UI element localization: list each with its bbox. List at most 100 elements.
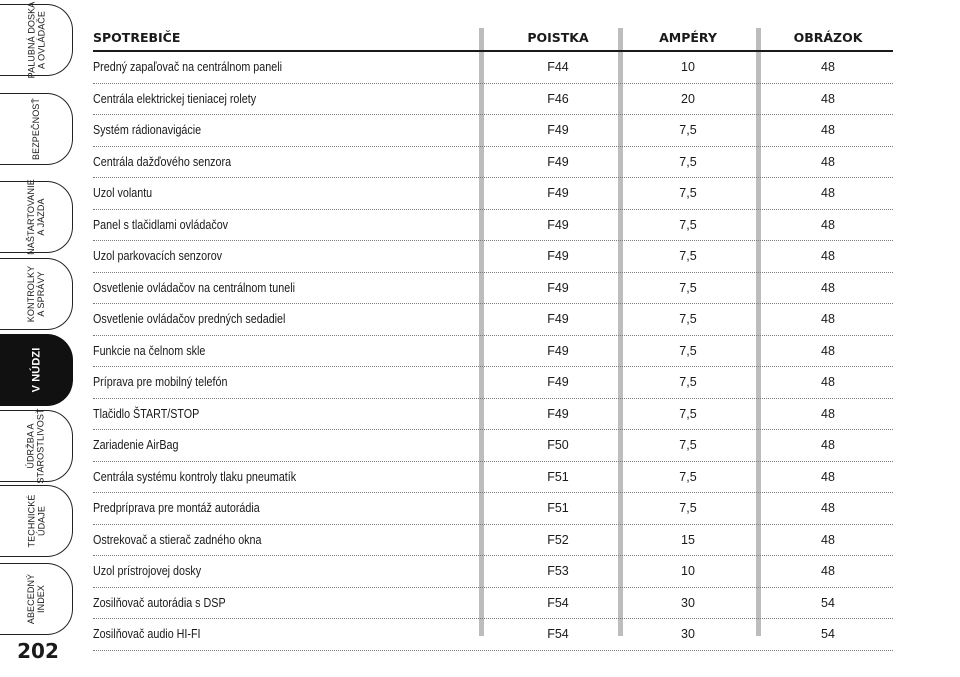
- figure-number: 48: [821, 60, 835, 74]
- chapter-tab-4[interactable]: KONTROLKY A SPRÁVY: [0, 258, 73, 330]
- table-row: Funkcie na čelnom skle F49 7,5 48: [93, 336, 893, 367]
- figure-number: 48: [821, 123, 835, 137]
- fuse-code: F49: [547, 406, 569, 421]
- chapter-tab-label: BEZPEČNOSŤ: [30, 97, 41, 161]
- column-separator: [618, 28, 623, 636]
- figure-number: 54: [821, 595, 835, 610]
- figure-number: 48: [821, 438, 835, 452]
- chapter-sidebar: PALUBNÁ DOSKA A OVLÁDAČE BEZPEČNOSŤ NAŠTAR…: [0, 0, 76, 663]
- consumer-name: Osvetlenie ovládačov predných sedadiel: [93, 312, 286, 326]
- fuse-code: F53: [547, 564, 569, 578]
- figure-number: 48: [821, 312, 835, 326]
- ampere-value: 30: [681, 627, 695, 641]
- fuse-code: F49: [547, 280, 569, 295]
- ampere-value: 7,5: [679, 343, 697, 358]
- fuse-code: F54: [547, 595, 569, 610]
- chapter-tab-7[interactable]: TECHNICKÉ ÚDAJE: [0, 485, 73, 557]
- consumer-name: Funkcie na čelnom skle: [93, 343, 206, 358]
- ampere-value: 20: [681, 91, 695, 106]
- chapter-tab-8[interactable]: ABECEDNÝ INDEX: [0, 563, 73, 635]
- fuse-code: F49: [547, 343, 569, 358]
- table-row: Osvetlenie ovládačov na centrálnom tunel…: [93, 273, 893, 304]
- column-separator: [479, 28, 484, 636]
- ampere-value: 10: [681, 60, 695, 74]
- chapter-tab-1[interactable]: PALUBNÁ DOSKA A OVLÁDAČE: [0, 1, 73, 79]
- fuse-code: F51: [547, 501, 569, 515]
- table-row: Centrála systému kontroly tlaku pneumatí…: [93, 462, 893, 493]
- ampere-value: 7,5: [679, 501, 697, 515]
- fuse-code: F44: [547, 60, 569, 74]
- fuse-code: F49: [547, 249, 569, 263]
- ampere-value: 7,5: [679, 469, 697, 484]
- figure-number: 48: [821, 280, 835, 295]
- table-row: Zosilňovač audio HI-FI F54 30 54: [93, 619, 893, 651]
- chapter-tab-label: PALUBNÁ DOSKA A OVLÁDAČE: [26, 1, 47, 79]
- fuse-code: F54: [547, 627, 569, 641]
- table-row: Tlačidlo ŠTART/STOP F49 7,5 48: [93, 399, 893, 430]
- ampere-value: 7,5: [679, 312, 697, 326]
- ampere-value: 7,5: [679, 280, 697, 295]
- fuse-code: F51: [547, 469, 569, 484]
- fuse-code: F49: [547, 312, 569, 326]
- ampere-value: 10: [681, 564, 695, 578]
- chapter-tab-label: ÚDRŽBA A STAROSTLIVOSŤ: [26, 408, 46, 484]
- chapter-tab-2[interactable]: BEZPEČNOSŤ: [0, 93, 73, 165]
- table-row: Panel s tlačidlami ovládačov F49 7,5 48: [93, 210, 893, 241]
- column-separator: [756, 28, 761, 636]
- table-row: Centrála dažďového senzora F49 7,5 48: [93, 147, 893, 178]
- table-row: Uzol parkovacích senzorov F49 7,5 48: [93, 241, 893, 273]
- ampere-value: 7,5: [679, 249, 697, 263]
- figure-number: 48: [821, 343, 835, 358]
- fuse-code: F46: [547, 91, 569, 106]
- ampere-value: 7,5: [679, 406, 697, 421]
- header-rule: [93, 50, 893, 52]
- consumer-name: Príprava pre mobilný telefón: [93, 375, 228, 389]
- chapter-tab-label: NAŠTARTOVANIE A JAZDA: [26, 179, 46, 255]
- ampere-value: 7,5: [679, 375, 697, 389]
- consumer-name: Osvetlenie ovládačov na centrálnom tunel…: [93, 280, 295, 295]
- fuse-code: F49: [547, 123, 569, 137]
- chapter-tab-label: ABECEDNÝ INDEX: [25, 573, 46, 625]
- table-row: Zariadenie AirBag F50 7,5 48: [93, 430, 893, 462]
- consumer-name: Ostrekovač a stierač zadného okna: [93, 532, 262, 547]
- figure-number: 54: [821, 627, 835, 641]
- figure-number: 48: [821, 406, 835, 421]
- table-row: Predpríprava pre montáž autorádia F51 7,5 4…: [93, 493, 893, 525]
- page-number: 202: [17, 639, 59, 663]
- fuse-code: F49: [547, 186, 569, 200]
- consumer-name: Uzol parkovacích senzorov: [93, 249, 223, 263]
- fuse-code: F49: [547, 375, 569, 389]
- chapter-tab-5[interactable]: V NÚDZI: [0, 334, 73, 406]
- fuse-code: F49: [547, 217, 569, 232]
- consumer-name: Panel s tlačidlami ovládačov: [93, 217, 229, 232]
- figure-number: 48: [821, 91, 835, 106]
- figure-number: 48: [821, 469, 835, 484]
- figure-number: 48: [821, 186, 835, 200]
- consumer-name: Zosilňovač audio HI-FI: [93, 627, 201, 641]
- ampere-value: 7,5: [679, 438, 697, 452]
- chapter-tab-label: TECHNICKÉ ÚDAJE: [26, 494, 46, 548]
- consumer-name: Zosilňovač autorádia s DSP: [93, 595, 226, 610]
- figure-number: 48: [821, 217, 835, 232]
- table-row: Systém rádionavigácie F49 7,5 48: [93, 115, 893, 147]
- ampere-value: 7,5: [679, 154, 697, 169]
- ampere-value: 7,5: [679, 217, 697, 232]
- chapter-tab-3[interactable]: NAŠTARTOVANIE A JAZDA: [0, 179, 73, 255]
- chapter-tab-label: V NÚDZI: [29, 347, 42, 393]
- table-body: Predný zapaľovač na centrálnom paneli F44…: [93, 52, 893, 651]
- consumer-name: Zariadenie AirBag: [93, 438, 179, 452]
- fuse-table: SPOTREBIČE POISTKA AMPÉRY OBRÁZOK Predný…: [93, 28, 893, 651]
- table-row: Centrála elektrickej tieniacej rolety F46…: [93, 84, 893, 115]
- chapter-tab-6[interactable]: ÚDRŽBA A STAROSTLIVOSŤ: [0, 408, 73, 484]
- table-row: Osvetlenie ovládačov predných sedadiel F4…: [93, 304, 893, 336]
- fuse-code: F52: [547, 532, 569, 547]
- consumer-name: Centrála systému kontroly tlaku pneumatí…: [93, 469, 297, 484]
- consumer-name: Predný zapaľovač na centrálnom paneli: [93, 60, 282, 74]
- figure-number: 48: [821, 501, 835, 515]
- consumer-name: Centrála dažďového senzora: [93, 154, 232, 169]
- table-row: Uzol prístrojovej dosky F53 10 48: [93, 556, 893, 588]
- figure-number: 48: [821, 375, 835, 389]
- consumer-name: Systém rádionavigácie: [93, 123, 202, 137]
- consumer-name: Tlačidlo ŠTART/STOP: [93, 406, 200, 421]
- consumer-name: Predpríprava pre montáž autorádia: [93, 501, 260, 515]
